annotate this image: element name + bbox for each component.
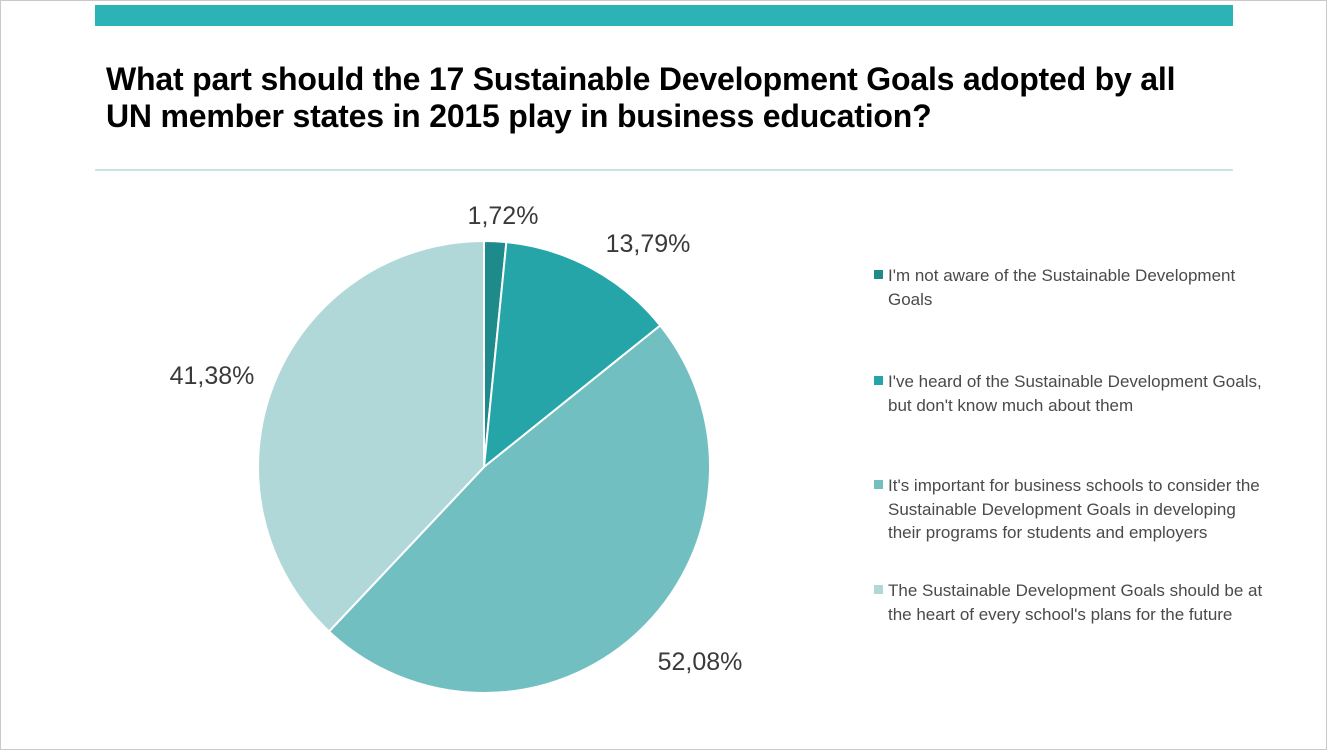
legend-swatch	[874, 270, 883, 279]
slice-value-label-3: 52,08%	[658, 648, 743, 676]
legend-label: I'm not aware of the Sustainable Develop…	[888, 266, 1236, 309]
legend-swatch	[874, 376, 883, 385]
legend-label: It's important for business schools to c…	[888, 476, 1260, 542]
pie-slice-2	[483, 241, 662, 468]
pie-slices	[257, 240, 711, 694]
legend-swatch	[874, 585, 883, 594]
legend-swatch	[874, 480, 883, 489]
slice-value-label-4: 41,38%	[170, 362, 255, 390]
chart-title: What part should the 17 Sustainable Deve…	[106, 61, 1176, 134]
slice-value-label-1: 1,72%	[468, 202, 539, 230]
pie-value-labels: 1,72% 13,79% 52,08% 41,38%	[170, 202, 743, 676]
title-divider	[95, 169, 1233, 171]
legend-label: The Sustainable Development Goals should…	[888, 581, 1263, 624]
pie-slice-3	[328, 324, 711, 694]
pie-slice-4	[257, 240, 485, 633]
slice-value-label-2: 13,79%	[606, 230, 691, 258]
legend-label: I've heard of the Sustainable Developmen…	[888, 372, 1262, 415]
accent-bar	[95, 5, 1233, 26]
